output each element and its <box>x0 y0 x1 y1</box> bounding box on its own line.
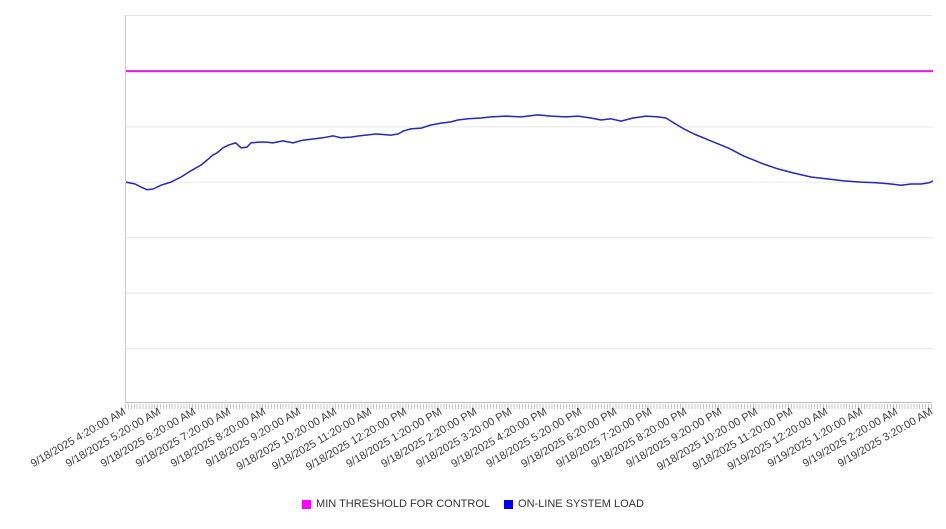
chart-canvas <box>126 70 933 350</box>
legend-swatch-magenta-icon <box>302 499 312 509</box>
legend-item-system-load[interactable]: ON-LINE SYSTEM LOAD <box>504 498 644 510</box>
x-axis-minor-ticks <box>125 404 933 409</box>
x-axis-labels: 9/18/2025 4:20:00 AM 9/18/2025 5:20:00 AM… <box>0 402 946 494</box>
legend-item-min-threshold[interactable]: MIN THRESHOLD FOR CONTROL <box>302 498 490 510</box>
chart-legend: MIN THRESHOLD FOR CONTROL ON-LINE SYSTEM… <box>0 495 946 513</box>
plot-area <box>125 15 933 403</box>
legend-label: ON-LINE SYSTEM LOAD <box>518 498 644 510</box>
legend-label: MIN THRESHOLD FOR CONTROL <box>316 498 491 510</box>
system-load-line <box>126 114 933 191</box>
legend-swatch-blue-icon <box>504 499 514 509</box>
